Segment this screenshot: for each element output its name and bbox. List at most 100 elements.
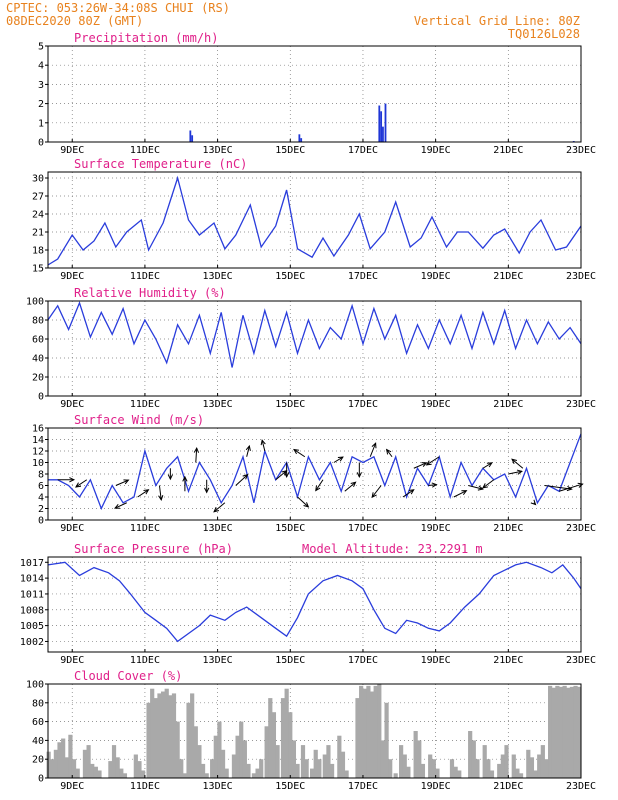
wind-vector-head-37 xyxy=(577,482,584,488)
wind-vector-27 xyxy=(428,482,438,488)
wind-vector-head-15 xyxy=(284,472,290,479)
bar-cloud-68 xyxy=(329,763,335,778)
xtick-label-rh-6: 21DEC xyxy=(493,399,523,410)
wind-vector-shaft-27 xyxy=(428,484,437,486)
ytick-label-precip-5: 5 xyxy=(38,42,44,53)
wind-vector-head-23 xyxy=(371,492,377,499)
ytick-label-wind-8: 16 xyxy=(32,424,44,435)
ytick-label-precip-3: 3 xyxy=(38,80,44,91)
bar-cloud-72 xyxy=(355,698,360,778)
frame-precip xyxy=(47,45,582,143)
wind-vector-1 xyxy=(75,479,88,488)
bar-cloud-29 xyxy=(171,693,177,778)
bar-cloud-121 xyxy=(577,686,582,778)
bar-cloud-45 xyxy=(235,735,240,778)
bar-cloud-120 xyxy=(573,685,578,778)
wind-vector-head-31 xyxy=(486,462,493,468)
bar-cloud-82 xyxy=(393,773,398,778)
bar-cloud-60 xyxy=(295,763,300,778)
wind-vector-11 xyxy=(235,473,249,486)
bar-cloud-11 xyxy=(90,763,95,778)
wind-vector-shaft-32 xyxy=(482,479,495,489)
bar-cloud-21 xyxy=(141,770,146,778)
xtick-label-cloud-3: 15DEC xyxy=(275,781,305,792)
bar-cloud-93 xyxy=(453,766,458,778)
wind-vector-shaft-33 xyxy=(508,470,522,475)
bar-cloud-80 xyxy=(384,702,389,778)
bar-cloud-8 xyxy=(75,768,80,778)
bar-cloud-16 xyxy=(115,757,120,778)
bar-cloud-75 xyxy=(366,685,371,778)
xtick-label-cloud-1: 11DEC xyxy=(130,781,160,792)
bar-cloud-79 xyxy=(380,740,386,778)
bar-cloud-17 xyxy=(119,768,124,778)
wind-vector-18 xyxy=(315,479,324,492)
ytick-label-temp-0: 15 xyxy=(32,264,44,275)
wind-vector-6 xyxy=(167,468,173,481)
xtick-label-temp-7: 23DEC xyxy=(566,271,596,282)
wind-vector-head-7 xyxy=(182,475,188,482)
header-model: TQ0126L028 xyxy=(508,27,580,41)
bar-cloud-44 xyxy=(231,754,237,778)
bar-cloud-62 xyxy=(304,759,309,778)
bar-cloud-26 xyxy=(160,691,166,778)
bar-cloud-67 xyxy=(326,745,331,778)
header-grid-line: Vertical Grid Line: 80Z xyxy=(414,14,580,28)
wind-vector-head-28 xyxy=(425,460,432,466)
xtick-label-press-2: 13DEC xyxy=(203,655,233,666)
ytick-label-wind-6: 12 xyxy=(32,447,44,458)
wind-vector-shaft-8 xyxy=(195,448,198,463)
ytick-label-cloud-3: 60 xyxy=(32,717,44,728)
wind-vector-30 xyxy=(468,485,484,491)
wind-vector-shaft-37 xyxy=(559,483,583,492)
bar-cloud-59 xyxy=(291,740,297,778)
xtick-label-precip-4: 17DEC xyxy=(348,145,378,156)
bar-cloud-104 xyxy=(511,754,516,778)
bar-precip-2 xyxy=(298,134,301,142)
frame-press xyxy=(47,556,582,653)
panel-press: Surface Pressure (hPa) Model Altitude: 23… xyxy=(20,542,596,666)
wind-vector-head-18 xyxy=(315,485,321,492)
bar-cloud-22 xyxy=(146,702,151,778)
wind-vector-32 xyxy=(482,479,495,489)
wind-vector-shaft-3 xyxy=(114,502,127,509)
bar-cloud-42 xyxy=(220,749,226,778)
wind-vector-shaft-2 xyxy=(115,479,129,486)
xtick-label-press-6: 21DEC xyxy=(493,655,523,666)
wind-vector-37 xyxy=(559,482,584,492)
wind-vector-shaft-23 xyxy=(371,485,382,498)
bar-cloud-117 xyxy=(562,685,567,778)
wind-vector-head-16 xyxy=(303,502,310,508)
wind-vector-head-10 xyxy=(213,506,220,513)
xtick-label-press-4: 17DEC xyxy=(348,655,378,666)
bar-cloud-0 xyxy=(46,751,51,778)
panel-rh: Relative Humidity (%) 0 20 40 60 80 100 9DEC 11D… xyxy=(26,286,596,410)
wind-vector-8 xyxy=(193,446,200,463)
wind-vector-31 xyxy=(482,462,493,469)
bar-cloud-76 xyxy=(369,691,375,778)
bar-cloud-90 xyxy=(431,759,436,778)
xtick-label-wind-5: 19DEC xyxy=(421,523,451,534)
wind-vector-shaft-28 xyxy=(426,456,440,466)
wind-vector-head-29 xyxy=(461,490,468,495)
bar-cloud-96 xyxy=(471,740,476,778)
bar-cloud-114 xyxy=(551,687,556,778)
xtick-label-wind-0: 9DEC xyxy=(60,523,84,534)
panel-title-rh: Relative Humidity (%) xyxy=(74,286,226,300)
wind-vector-head-2 xyxy=(123,479,130,485)
bar-cloud-97 xyxy=(475,759,480,778)
wind-vector-shaft-14 xyxy=(275,470,287,481)
ytick-label-press-3: 1011 xyxy=(20,589,44,600)
bar-cloud-32 xyxy=(182,773,187,778)
xtick-label-press-3: 15DEC xyxy=(275,655,305,666)
bar-cloud-112 xyxy=(544,759,549,778)
bar-cloud-115 xyxy=(555,685,560,778)
bar-cloud-46 xyxy=(239,721,244,778)
wind-vector-head-26 xyxy=(421,462,428,467)
series-line-rh xyxy=(47,300,582,368)
bar-precip-7 xyxy=(384,103,387,142)
xtick-label-rh-3: 15DEC xyxy=(275,399,305,410)
bar-cloud-51 xyxy=(259,759,264,778)
wind-vector-shaft-34 xyxy=(511,458,524,469)
bar-cloud-31 xyxy=(179,759,184,778)
